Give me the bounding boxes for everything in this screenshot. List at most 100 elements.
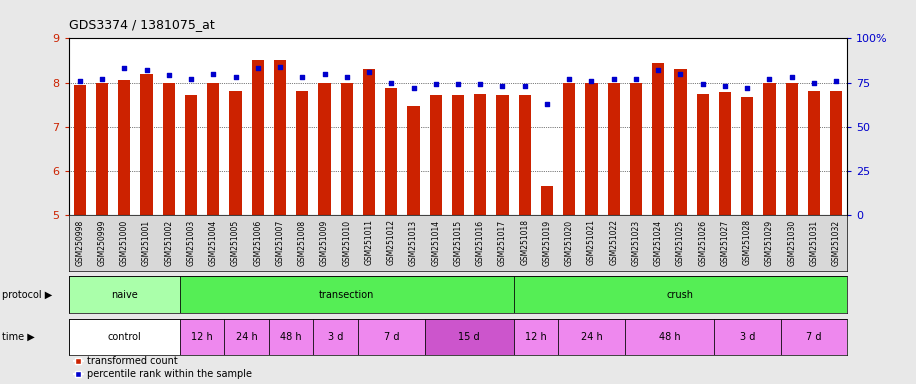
Point	[807, 79, 822, 86]
Point	[740, 85, 755, 91]
Bar	[514, 276, 847, 313]
Bar	[763, 83, 776, 215]
Text: GSM251022: GSM251022	[609, 220, 618, 265]
Bar	[69, 319, 180, 355]
Bar	[540, 186, 553, 215]
Bar	[313, 319, 358, 355]
Bar	[830, 91, 843, 215]
Bar	[229, 91, 242, 215]
Bar	[363, 69, 376, 215]
Text: GSM250999: GSM250999	[98, 220, 106, 266]
Point	[228, 74, 243, 80]
Text: GSM251027: GSM251027	[721, 220, 729, 266]
Text: crush: crush	[667, 290, 694, 300]
Point	[628, 76, 643, 82]
Text: 12 h: 12 h	[525, 332, 547, 342]
Point	[429, 81, 443, 88]
Text: GSM251024: GSM251024	[654, 220, 662, 266]
Text: control: control	[107, 332, 141, 342]
Bar	[69, 276, 180, 313]
Legend: transformed count, percentile rank within the sample: transformed count, percentile rank withi…	[73, 356, 252, 379]
Text: GSM251005: GSM251005	[231, 220, 240, 266]
Bar	[180, 319, 224, 355]
Bar	[607, 83, 620, 215]
Text: GSM251007: GSM251007	[276, 220, 285, 266]
Bar	[185, 95, 197, 215]
Point	[518, 83, 532, 89]
Bar	[625, 319, 714, 355]
Text: 48 h: 48 h	[659, 332, 681, 342]
Point	[829, 78, 844, 84]
Point	[340, 74, 354, 80]
Bar	[474, 94, 486, 215]
Text: GSM251000: GSM251000	[120, 220, 129, 266]
Text: GSM251031: GSM251031	[810, 220, 818, 266]
Text: GSM251001: GSM251001	[142, 220, 151, 266]
Text: 3 d: 3 d	[328, 332, 344, 342]
Bar	[408, 106, 420, 215]
Text: 48 h: 48 h	[280, 332, 302, 342]
Text: GSM251016: GSM251016	[475, 220, 485, 266]
Text: GSM251003: GSM251003	[187, 220, 195, 266]
Point	[717, 83, 732, 89]
Text: GSM251011: GSM251011	[365, 220, 374, 265]
Point	[473, 81, 487, 88]
Text: protocol ▶: protocol ▶	[2, 290, 52, 300]
Bar	[808, 91, 820, 215]
Point	[117, 65, 132, 71]
Text: GSM251025: GSM251025	[676, 220, 685, 266]
Point	[695, 81, 710, 88]
Bar	[140, 74, 153, 215]
Bar	[741, 97, 753, 215]
Bar	[714, 319, 780, 355]
Text: GSM251004: GSM251004	[209, 220, 218, 266]
Point	[584, 78, 599, 84]
Text: transection: transection	[319, 290, 375, 300]
Text: GSM251015: GSM251015	[453, 220, 463, 266]
Bar	[425, 319, 514, 355]
Text: GSM251002: GSM251002	[164, 220, 173, 266]
Text: GSM251029: GSM251029	[765, 220, 774, 266]
Point	[139, 67, 154, 73]
Bar	[630, 83, 642, 215]
Text: naive: naive	[111, 290, 137, 300]
Text: GSM251008: GSM251008	[298, 220, 307, 266]
Bar	[786, 83, 798, 215]
Point	[94, 76, 109, 82]
Text: GSM251020: GSM251020	[565, 220, 573, 266]
Bar	[274, 60, 286, 215]
Bar	[73, 85, 86, 215]
Point	[273, 64, 288, 70]
Text: 7 d: 7 d	[384, 332, 399, 342]
Point	[184, 76, 199, 82]
Point	[540, 101, 554, 107]
Text: GSM251028: GSM251028	[743, 220, 752, 265]
Text: 12 h: 12 h	[191, 332, 213, 342]
Text: GSM251021: GSM251021	[587, 220, 596, 265]
Text: GSM251032: GSM251032	[832, 220, 841, 266]
Text: GSM251026: GSM251026	[698, 220, 707, 266]
Point	[562, 76, 576, 82]
Text: GSM250998: GSM250998	[75, 220, 84, 266]
Bar	[780, 319, 847, 355]
Point	[362, 69, 376, 75]
Text: 24 h: 24 h	[581, 332, 603, 342]
Text: GSM251023: GSM251023	[631, 220, 640, 266]
Bar	[430, 95, 442, 215]
Text: GSM251019: GSM251019	[542, 220, 551, 266]
Point	[384, 79, 398, 86]
Bar	[118, 80, 130, 215]
Text: GSM251006: GSM251006	[254, 220, 262, 266]
Bar	[652, 63, 664, 215]
Bar	[563, 83, 575, 215]
Bar	[341, 83, 353, 215]
Bar	[269, 319, 313, 355]
Text: 15 d: 15 d	[458, 332, 480, 342]
Point	[762, 76, 777, 82]
Bar	[180, 276, 514, 313]
Text: GSM251014: GSM251014	[431, 220, 441, 266]
Bar	[696, 94, 709, 215]
Bar	[719, 92, 731, 215]
Point	[72, 78, 87, 84]
Bar	[385, 88, 398, 215]
